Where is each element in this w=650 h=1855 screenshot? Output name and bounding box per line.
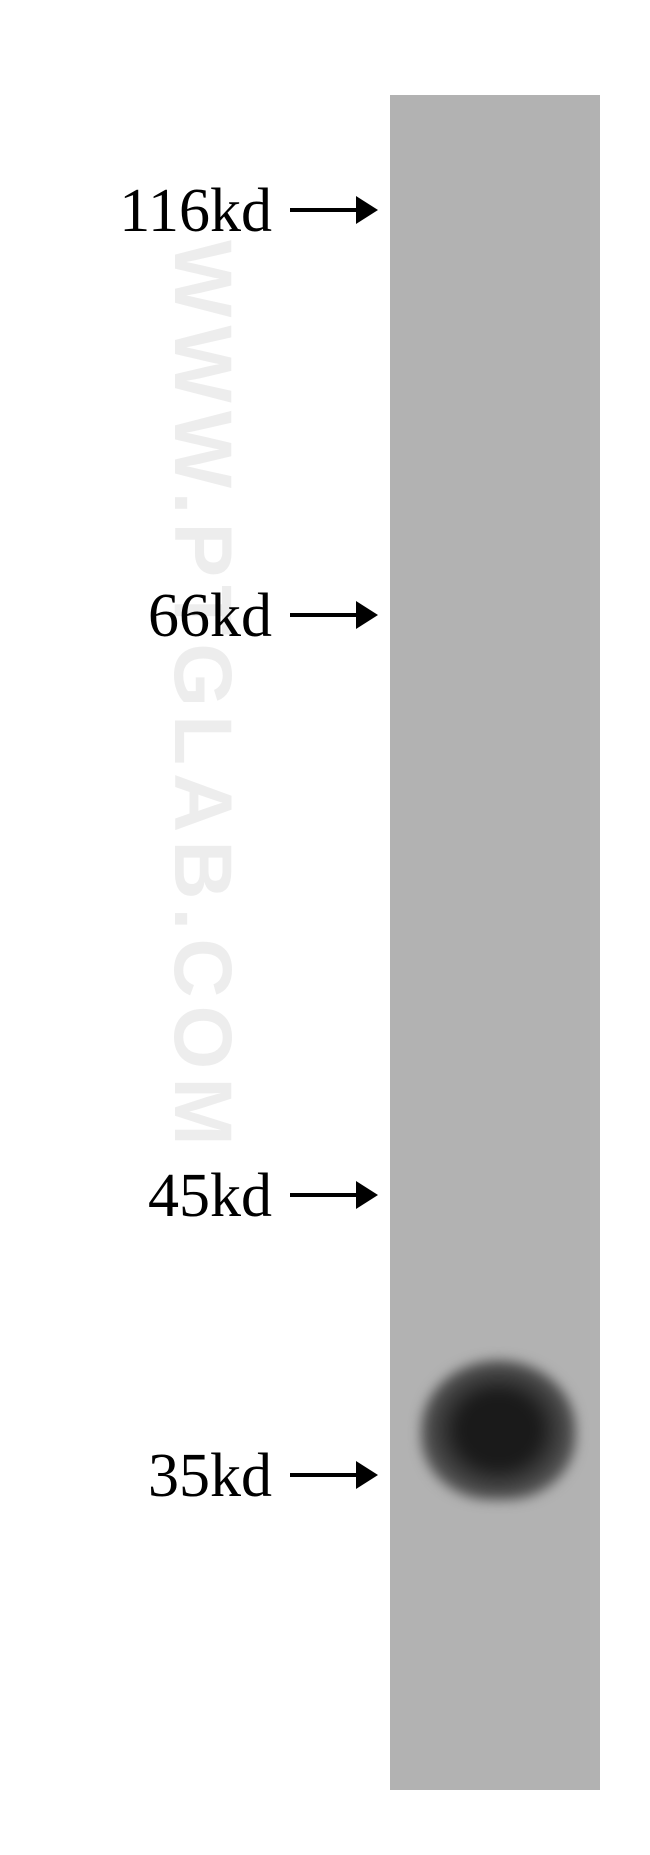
marker-arrow [290,196,378,224]
protein-band [421,1360,576,1500]
arrow-head-icon [356,1461,378,1489]
arrow-line [290,1193,356,1197]
arrow-line [290,1473,356,1477]
marker-label: 66kd [148,581,272,652]
arrow-head-icon [356,1181,378,1209]
gel-lane [390,95,600,1790]
marker-label: 35kd [148,1441,272,1512]
marker-arrow [290,1461,378,1489]
arrow-line [290,613,356,617]
marker-label: 45kd [148,1161,272,1232]
watermark-text: WWW.PTGLAB.COM [155,240,249,1154]
arrow-head-icon [356,196,378,224]
western-blot-figure: WWW.PTGLAB.COM 116kd 66kd 45kd 35kd [0,0,650,1855]
arrow-head-icon [356,601,378,629]
marker-label: 116kd [119,176,272,247]
arrow-line [290,208,356,212]
marker-arrow [290,1181,378,1209]
marker-arrow [290,601,378,629]
